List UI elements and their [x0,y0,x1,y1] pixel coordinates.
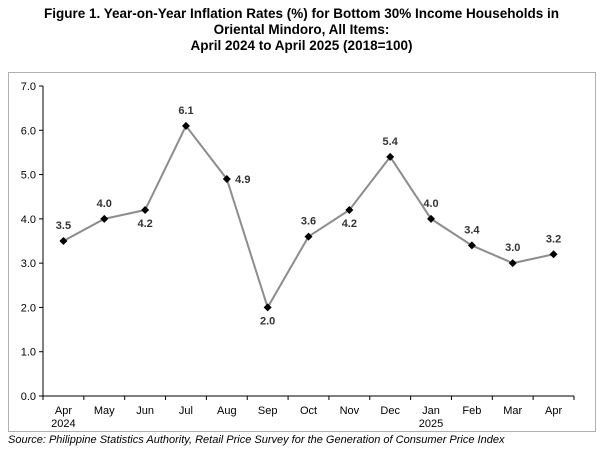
x-tick-label: Oct [300,405,317,417]
y-tick-label: 6.0 [21,125,36,137]
y-tick-label: 4.0 [21,214,36,226]
data-label: 4.9 [235,174,250,186]
x-tick-label: Mar [503,405,522,417]
data-point-marker [181,121,190,130]
x-tick-label: Feb [462,405,481,417]
x-tick-label: Jul [179,405,193,417]
data-label: 4.0 [97,198,112,210]
data-label: 3.4 [464,224,480,236]
data-point-marker [59,237,68,245]
y-tick-label: 0.0 [21,391,36,403]
data-point-marker [304,232,313,241]
source-note: Source: Philippine Statistics Authority,… [8,434,505,446]
x-tick-label: Sep [258,405,278,417]
data-labels: 3.5 4.0 4.2 6.1 4.9 2.0 3.6 4.2 5.4 4.0 3.4 3.0 3.2 [56,105,561,328]
data-label: 4.2 [342,218,357,230]
chart-axes [39,85,575,400]
data-point-marker [427,214,436,223]
data-point-marker [263,303,272,312]
data-label: 5.4 [383,136,399,148]
x-year-label: 2024 [51,418,75,430]
data-point-marker [549,250,558,259]
data-label: 3.5 [56,220,71,232]
y-tick-label: 5.0 [21,170,36,182]
data-point-marker [222,175,231,183]
y-tick-label: 2.0 [21,302,36,314]
data-point-marker [345,206,354,214]
y-tick-label: 3.0 [21,258,36,270]
x-tick-label: Nov [340,405,360,417]
x-tick-label: Jun [136,405,154,417]
data-point-marker [141,206,150,214]
x-tick-label: Apr [545,405,562,417]
data-label: 3.2 [546,233,561,245]
y-tick-labels: 0.0 1.0 2.0 3.0 4.0 5.0 6.0 7.0 [21,81,36,403]
chart-title: Figure 1. Year-on-Year Inflation Rates (… [0,6,603,54]
data-point-marker [100,214,109,223]
chart-frame [8,72,596,432]
x-tick-label: Aug [217,405,237,417]
data-label: 4.2 [137,218,152,230]
data-point-marker [386,152,395,161]
data-label: 3.6 [301,216,316,228]
x-tick-label: Dec [380,405,400,417]
data-label: 2.0 [260,315,275,327]
data-point-marker [467,241,476,250]
title-line-3: April 2024 to April 2025 (2018=100) [190,38,413,53]
x-tick-label: May [94,405,115,417]
data-markers [59,121,558,312]
title-line-2: Oriental Mindoro, All Items: [213,22,390,37]
title-line-1: Figure 1. Year-on-Year Inflation Rates (… [43,6,560,21]
x-year-label: 2025 [419,418,443,430]
data-label: 3.0 [505,242,520,254]
data-label: 4.0 [423,198,438,210]
x-tick-label: Apr [55,405,72,417]
x-tick-label: Jan [422,405,440,417]
data-label: 6.1 [178,105,193,117]
y-tick-label: 1.0 [21,347,36,359]
y-tick-label: 7.0 [21,81,36,93]
data-point-marker [508,259,517,268]
